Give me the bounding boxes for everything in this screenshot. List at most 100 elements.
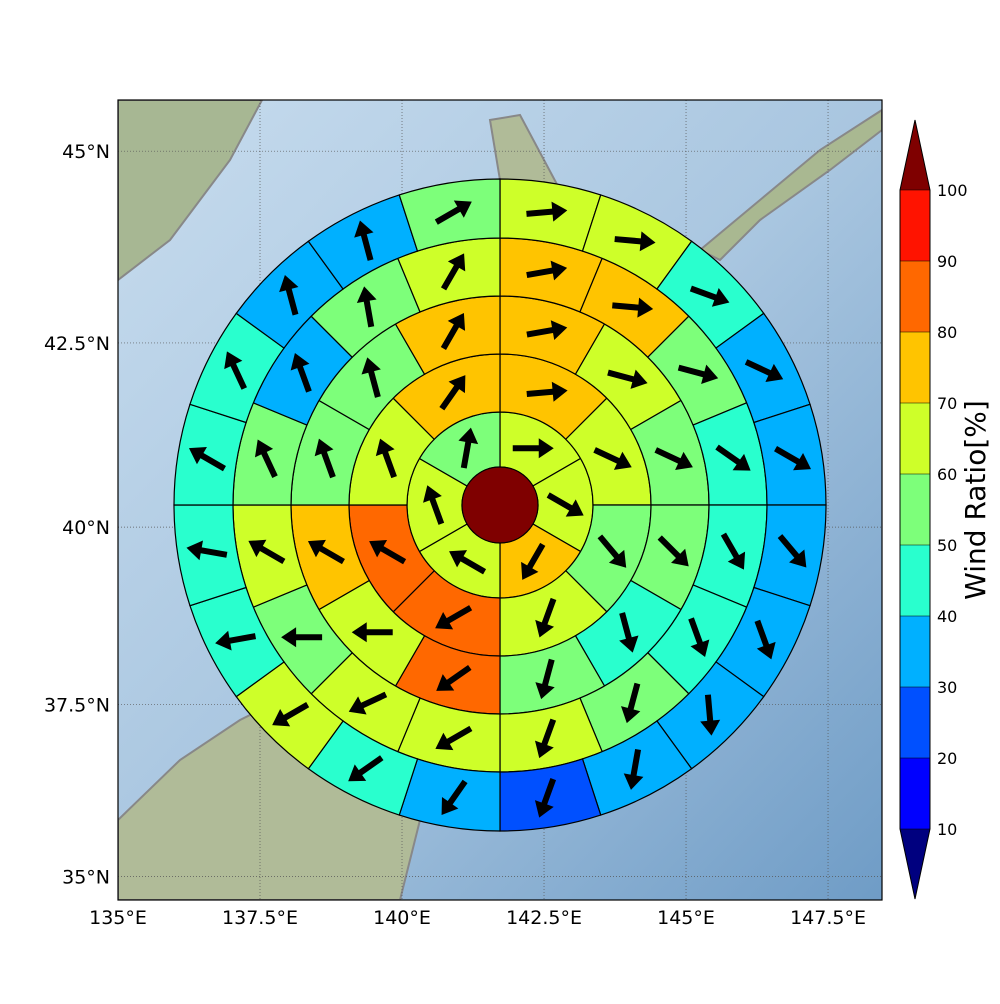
wind-arrow: [512, 438, 554, 459]
center-disc: [461, 466, 539, 544]
colorbar-tick-label: 100: [937, 181, 968, 200]
colorbar-bin: [900, 190, 930, 261]
wind-arrow: [535, 658, 555, 700]
colorbar-bin: [900, 261, 930, 332]
wind-arrow: [677, 364, 719, 384]
colorbar-extend-max: [900, 120, 930, 190]
wind-arrow: [449, 550, 487, 575]
wind-arrow: [281, 627, 323, 648]
colorbar-bin: [900, 474, 930, 545]
wind-arrow: [215, 630, 257, 651]
x-tick-label: 142.5°E: [506, 907, 582, 929]
colorbar: 10 20 30 40 50 60 70 80 90 100: [899, 119, 968, 900]
wind-arrow: [623, 748, 644, 790]
wind-arrow: [254, 439, 278, 478]
wind-arrow: [348, 691, 388, 715]
wind-arrow: [224, 351, 247, 390]
wind-arrow: [526, 201, 568, 222]
y-tick-label: 37.5°N: [44, 695, 110, 717]
x-tick-label: 140°E: [373, 907, 431, 929]
colorbar-bin: [900, 687, 930, 758]
colorbar-tick-label: 60: [937, 465, 957, 484]
sectors: [173, 178, 827, 832]
wind-arrow: [621, 682, 641, 724]
colorbar-tick-label: 90: [937, 252, 957, 271]
colorbar-label: Wind Ratio[%]: [959, 400, 992, 600]
wind-arrow: [777, 534, 807, 568]
ticks: 135°E 137.5°E 140°E 142.5°E 145°E 147.5°E 35°N…: [44, 141, 866, 929]
wind-arrow: [534, 718, 557, 759]
wind-arrow: [348, 755, 384, 782]
wind-arrow: [535, 597, 557, 638]
wind-arrow: [619, 612, 639, 653]
wind-arrow: [375, 438, 397, 479]
wind-arrow: [593, 447, 632, 470]
wind-arrow: [654, 447, 693, 471]
colorbar-bin: [900, 332, 930, 403]
colorbar-tick-label: 50: [937, 536, 957, 555]
wind-arrow: [774, 446, 812, 471]
wind-arrow: [688, 617, 710, 657]
colorbar-bin: [900, 758, 930, 829]
wind-arrow: [272, 702, 310, 727]
colorbar-tick-label: 10: [937, 820, 957, 839]
wind-arrow: [435, 605, 473, 630]
colorbar-tick-label: 20: [937, 749, 957, 768]
wind-arrow: [614, 231, 656, 252]
wind-arrow: [440, 312, 466, 350]
wind-arrow: [290, 353, 312, 393]
wind-arrow: [526, 320, 568, 340]
x-tick-label: 135°E: [89, 907, 147, 929]
wind-arrow: [361, 357, 381, 398]
colorbar-bin: [900, 616, 930, 687]
wind-arrow: [597, 534, 627, 568]
wind-arrow: [434, 200, 472, 225]
wind-arrow: [279, 275, 299, 316]
wind-arrow: [248, 539, 286, 565]
wind-arrow: [534, 778, 557, 818]
wind-arrow: [720, 532, 746, 570]
wind-arrow: [744, 359, 784, 382]
x-tick-label: 147.5°E: [790, 907, 866, 929]
wind-arrow: [436, 664, 472, 691]
colorbar-tick-label: 70: [937, 394, 957, 413]
wind-arrow: [440, 253, 466, 291]
y-tick-label: 35°N: [62, 866, 110, 888]
wind-arrow: [754, 619, 776, 660]
x-tick-label: 145°E: [657, 907, 715, 929]
wind-arrow: [657, 535, 689, 567]
wind-arrow: [521, 542, 546, 580]
x-tick-label: 137.5°E: [222, 907, 298, 929]
wind-arrow: [715, 444, 751, 471]
wind-arrow: [307, 539, 345, 565]
colorbar-tick-label: 40: [937, 607, 957, 626]
colorbar-bin: [900, 403, 930, 474]
colorbar-extend-min: [900, 829, 930, 899]
wind-arrow: [435, 725, 473, 751]
wind-arrow: [526, 381, 568, 402]
y-tick-label: 40°N: [62, 517, 110, 539]
wind-arrow: [188, 446, 226, 472]
wind-arrow: [356, 286, 377, 328]
y-tick-label: 45°N: [62, 141, 110, 163]
wind-arrow: [441, 779, 468, 816]
y-tick-label: 42.5°N: [44, 333, 110, 355]
wind-arrow: [314, 438, 336, 479]
wind-arrow: [700, 694, 721, 736]
colorbar-bin: [900, 545, 930, 616]
colorbar-tick-label: 30: [937, 678, 957, 697]
wind-arrow: [439, 375, 466, 411]
map-frame: [117, 99, 883, 901]
colorbar-tick-label: 80: [937, 323, 957, 342]
wind-arrow: [689, 285, 730, 307]
wind-arrow: [526, 260, 568, 281]
wind-arrow: [351, 622, 393, 643]
wind-arrow: [546, 492, 584, 517]
wind-arrow: [423, 485, 445, 525]
wind-arrow: [369, 540, 407, 565]
arrows: [186, 200, 812, 818]
wind-arrow: [354, 220, 374, 261]
wind-arrow: [186, 540, 228, 561]
wind-arrow: [458, 427, 479, 469]
